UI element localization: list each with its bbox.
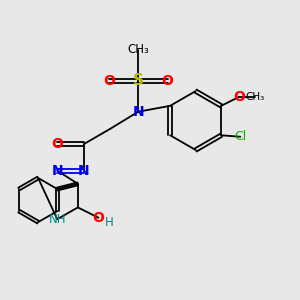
Text: CH₃: CH₃ bbox=[245, 92, 265, 102]
Text: CH₃: CH₃ bbox=[127, 44, 149, 56]
Text: O: O bbox=[51, 137, 63, 151]
Text: O: O bbox=[162, 74, 174, 88]
Text: Cl: Cl bbox=[234, 130, 246, 143]
Text: S: S bbox=[133, 73, 144, 88]
Text: O: O bbox=[103, 74, 115, 88]
Text: N: N bbox=[132, 105, 144, 119]
Text: O: O bbox=[92, 211, 104, 225]
Text: O: O bbox=[233, 90, 245, 104]
Text: NH: NH bbox=[49, 213, 66, 226]
Text: H: H bbox=[104, 216, 113, 229]
Text: N: N bbox=[78, 164, 90, 178]
Text: N: N bbox=[51, 164, 63, 178]
